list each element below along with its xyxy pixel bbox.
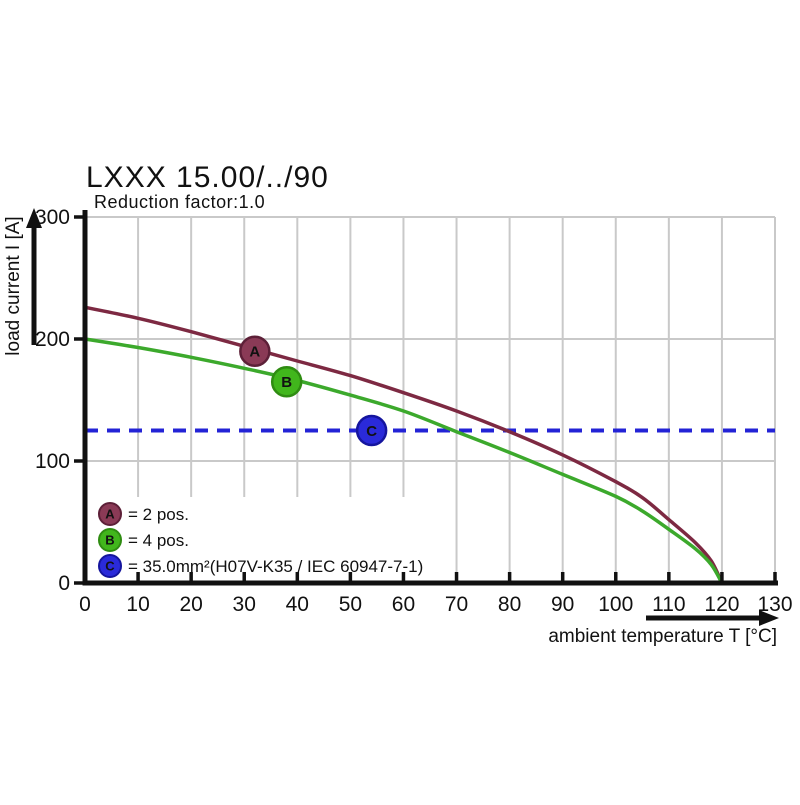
x-tick-label: 0 — [79, 593, 91, 616]
marker-circle-A — [239, 335, 271, 367]
x-tick-label: 40 — [286, 593, 309, 616]
curve-marker-layer: A B C — [239, 335, 388, 447]
axis-tick-labels: 0 10 20 30 40 50 60 70 80 90 100 110 120 130 0 100 200 30… — [35, 206, 793, 616]
x-tick-label: 10 — [126, 593, 149, 616]
marker-letter-B: B — [281, 374, 292, 391]
x-axis-arrow-icon — [759, 610, 779, 626]
curve-A — [84, 305, 724, 584]
curve-layer — [84, 305, 724, 584]
legend-label-A: = 2 pos. — [128, 505, 189, 524]
x-tick-label: 70 — [445, 593, 468, 616]
legend-label-C: = 35.0mm²(H07V-K35 / IEC 60947-7-1) — [128, 557, 423, 576]
legend: A = 2 pos. B = 4 pos. C = 35.0mm²(H07V-K35 / … — [98, 502, 423, 578]
marker-circle-C — [355, 414, 388, 447]
x-tick-label: 100 — [598, 593, 633, 616]
legend-label-B: = 4 pos. — [128, 531, 189, 550]
curve-B — [84, 337, 724, 584]
legend-letter-B: B — [105, 533, 114, 548]
y-axis-label: load current I [A] — [3, 216, 24, 355]
y-tick-label: 200 — [35, 328, 70, 351]
y-axis-arrow-icon — [26, 208, 42, 228]
y-tick-label: 0 — [58, 572, 70, 595]
y-tick-label: 300 — [35, 206, 70, 229]
x-tick-label: 90 — [551, 593, 574, 616]
marker-circle-B — [270, 365, 303, 398]
x-tick-label: 30 — [233, 593, 256, 616]
marker-letter-C: C — [366, 423, 377, 440]
chart-title: LXXX 15.00/../90 — [86, 161, 329, 194]
x-tick-label: 20 — [179, 593, 202, 616]
legend-swatch-C — [98, 554, 122, 578]
legend-backdrop-rect — [89, 497, 449, 581]
x-tick-label: 60 — [392, 593, 415, 616]
legend-backdrop — [89, 497, 449, 581]
y-tick-label: 100 — [35, 450, 70, 473]
grid-lines — [85, 216, 776, 583]
x-tick-label: 130 — [757, 593, 792, 616]
x-tick-label: 50 — [339, 593, 362, 616]
axis-ticks — [74, 215, 777, 585]
x-axis-label: ambient temperature T [°C] — [548, 626, 777, 647]
legend-swatch-B — [98, 528, 122, 552]
legend-swatch-A — [98, 502, 122, 526]
x-tick-label: 120 — [704, 593, 739, 616]
marker-letter-A: A — [249, 344, 260, 361]
chart-subtitle: Reduction factor:1.0 — [94, 192, 265, 212]
x-tick-label: 110 — [652, 593, 685, 616]
x-tick-label: 80 — [498, 593, 521, 616]
legend-letter-A: A — [105, 507, 115, 522]
legend-letter-C: C — [105, 559, 115, 574]
